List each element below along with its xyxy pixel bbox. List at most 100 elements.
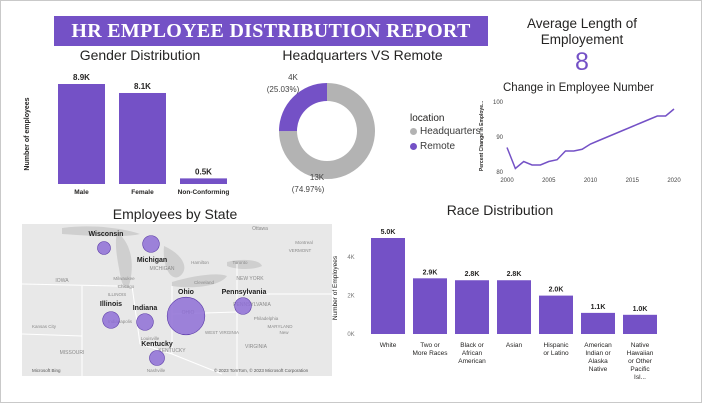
state-label-illinois: Illinois <box>100 301 122 308</box>
location-legend-title: location <box>410 113 445 124</box>
state-bubble-pennsylvania <box>234 297 252 315</box>
lake-michigan <box>115 232 132 288</box>
remote-slice <box>279 83 327 132</box>
map-place-label: IOWA <box>55 278 69 284</box>
map-place-label: WEST VIRGINIA <box>205 330 239 335</box>
change-x-tick: 2005 <box>542 178 556 184</box>
lake-erie <box>172 274 227 288</box>
map-place-label: Nashville <box>147 368 166 373</box>
race-category-label: White <box>380 342 397 349</box>
change-x-tick: 2020 <box>667 178 681 184</box>
legend-label-headquarters: Headquarters <box>420 126 481 137</box>
race-data-label: 1.0K <box>633 306 648 313</box>
map-place-label: PENNSYLVANIA <box>233 302 271 308</box>
state-label-indiana: Indiana <box>133 305 158 312</box>
location-donut-chart[interactable]: 4K (25.03%) 13K (74.97%) <box>250 68 400 198</box>
legend-item-remote[interactable]: Remote <box>410 141 455 152</box>
state-map-title: Employees by State <box>112 206 238 222</box>
state-label-wisconsin: Wisconsin <box>89 231 124 238</box>
race-data-label: 1.1K <box>591 304 606 311</box>
race-y-tick: 2K <box>347 294 354 300</box>
change-chart-title: Change in Employee Number <box>503 82 654 94</box>
map-attribution: © 2023 TomTom, © 2023 Microsoft Corporat… <box>214 367 309 373</box>
state-border <box>171 353 223 375</box>
race-chart[interactable]: Number of Employees 4K 2K 0K 5.0K White 2.9K Tw… <box>328 222 668 384</box>
headquarters-swatch <box>410 127 417 135</box>
map-place-label: New <box>279 330 289 335</box>
race-data-label: 2.8K <box>465 271 480 278</box>
race-bar <box>581 312 615 334</box>
race-y-tick: 4K <box>347 255 354 261</box>
gender-data-label: 0.5K <box>195 167 212 176</box>
change-series-line <box>506 108 675 170</box>
report-title: HR EMPLOYEE DISTRIBUTION REPORT <box>54 16 488 46</box>
remote-count-label: 4K <box>288 73 298 82</box>
map-place-label: Chicago <box>118 284 135 289</box>
map-place-label: ILLINOIS <box>108 292 127 297</box>
state-label-kentucky: Kentucky <box>141 341 173 348</box>
state-bubble-wisconsin <box>97 241 111 255</box>
race-bar <box>497 280 531 334</box>
gender-category-label: Male <box>74 189 89 196</box>
change-y-tick: 100 <box>493 100 504 106</box>
map-place-label: Indianapolis <box>108 319 133 324</box>
state-bubble-indiana <box>136 313 154 331</box>
map-place-label: VIRGINIA <box>245 344 268 350</box>
race-category-label: Asian <box>506 342 523 349</box>
map-place-label: Milwaukee <box>113 276 135 281</box>
change-y-tick: 90 <box>496 135 503 141</box>
remote-swatch <box>410 142 417 150</box>
gender-bar <box>58 84 105 184</box>
legend-label-remote: Remote <box>420 141 456 152</box>
map-place-label: Louisville <box>141 336 160 341</box>
map-place-label: MICHIGAN <box>150 266 175 272</box>
gender-category-label: Female <box>131 189 154 196</box>
map-place-label: VERMONT <box>289 248 312 253</box>
race-y-axis-label: Number of Employees <box>332 255 339 320</box>
state-border <box>131 285 141 345</box>
map-place-label: Hamilton <box>191 260 209 265</box>
change-y-axis-label: Percent Change in Employe... <box>479 100 485 171</box>
state-bubble-michigan <box>142 235 160 253</box>
gender-data-label: 8.1K <box>134 82 151 91</box>
state-label-michigan: Michigan <box>137 257 167 264</box>
employees-by-state-map[interactable]: IOWA ILLINOIS Milwaukee Chicago MICHIGAN Hami… <box>22 224 332 376</box>
map-place-label: Philadelphia <box>254 316 279 321</box>
headquarters-slice <box>279 83 375 179</box>
legend-item-headquarters[interactable]: Headquarters <box>410 126 481 137</box>
change-x-tick: 2010 <box>584 178 598 184</box>
race-bar <box>413 278 447 334</box>
map-place-label: Montreal <box>295 240 313 245</box>
gender-bar <box>119 92 166 184</box>
state-border <box>22 333 83 337</box>
lake-superior <box>62 226 140 237</box>
state-label-ohio: Ohio <box>178 289 194 296</box>
change-y-tick: 80 <box>496 170 503 176</box>
kpi-label: Average Length of Employement <box>526 16 638 47</box>
state-label-pennsylvania: Pennsylvania <box>222 289 267 296</box>
race-bar <box>623 314 657 334</box>
state-bubble-ohio <box>166 296 206 336</box>
state-bubble-illinois <box>102 311 120 329</box>
headquarters-pct-label: (74.97%) <box>292 185 325 194</box>
change-x-tick: 2000 <box>500 178 514 184</box>
gender-chart[interactable]: Number of employees 8.9K Male 8.1K Female 0.5… <box>20 64 245 204</box>
race-chart-title: Race Distribution <box>446 202 554 218</box>
map-place-label: Cleveland <box>194 280 215 285</box>
change-x-tick: 2015 <box>626 178 640 184</box>
map-place-label: Ottawa <box>252 226 268 232</box>
map-base: IOWA ILLINOIS Milwaukee Chicago MICHIGAN Hami… <box>22 226 332 376</box>
lake-huron <box>163 246 185 278</box>
map-place-label: Kansas City <box>32 324 57 329</box>
lake-ontario <box>227 259 262 269</box>
race-data-label: 5.0K <box>381 229 396 236</box>
race-data-label: 2.8K <box>507 271 522 278</box>
remote-pct-label: (25.03%) <box>267 85 300 94</box>
map-place-label: NEW YORK <box>236 276 264 282</box>
map-provider-label: Microsoft Bing <box>32 368 61 373</box>
kpi-value: 8 <box>575 48 589 76</box>
map-place-label: MARYLAND <box>268 324 294 329</box>
state-bubble-kentucky <box>149 350 165 366</box>
race-y-tick: 0K <box>347 332 354 338</box>
change-line-chart[interactable]: Percent Change in Employe... 100 90 80 2000 2… <box>477 96 682 188</box>
